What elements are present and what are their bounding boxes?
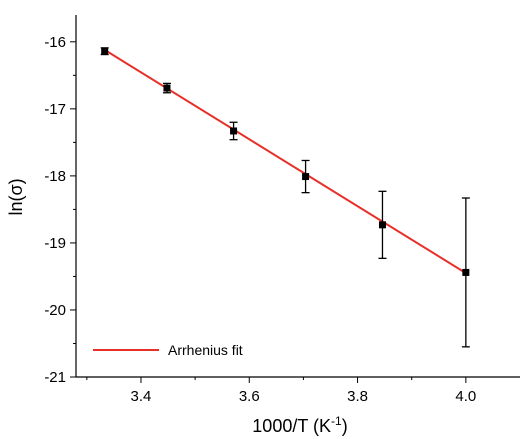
data-point <box>100 47 109 56</box>
data-points-layer <box>100 47 470 348</box>
fit-line-layer <box>104 49 467 274</box>
point-marker <box>101 47 109 55</box>
data-point <box>162 82 171 94</box>
point-marker <box>230 127 238 135</box>
data-point <box>461 197 470 348</box>
x-tick-label: 3.4 <box>131 388 152 405</box>
fit-line <box>104 49 467 274</box>
legend-label: Arrhenius fit <box>168 342 243 358</box>
y-tick-label: -20 <box>44 302 66 319</box>
y-tick-label: -19 <box>44 235 66 252</box>
y-axis-label: ln(σ) <box>6 178 26 215</box>
data-point <box>229 121 238 141</box>
x-tick-label: 3.6 <box>239 388 260 405</box>
point-marker <box>378 221 386 229</box>
plot-area <box>75 15 520 378</box>
y-tick-label: -16 <box>44 34 66 51</box>
data-point <box>301 159 310 194</box>
x-axis-label: 1000/T (K-1) <box>252 414 347 436</box>
x-tick-label: 4.0 <box>455 388 476 405</box>
data-point <box>378 190 387 259</box>
legend: Arrhenius fit <box>93 342 243 358</box>
y-tick-label: -17 <box>44 101 66 118</box>
point-marker <box>462 268 470 276</box>
x-tick-label: 3.8 <box>347 388 368 405</box>
y-tick-label: -18 <box>44 168 66 185</box>
point-marker <box>302 173 310 181</box>
y-tick-label: -21 <box>44 369 66 386</box>
y-axis-ticks: -21 -20 -19 -18 -17 -16 <box>44 34 76 386</box>
x-axis-label-superscript: -1 <box>331 414 342 428</box>
x-axis-ticks: 3.4 3.6 3.8 4.0 <box>86 377 476 405</box>
point-marker <box>163 84 171 92</box>
